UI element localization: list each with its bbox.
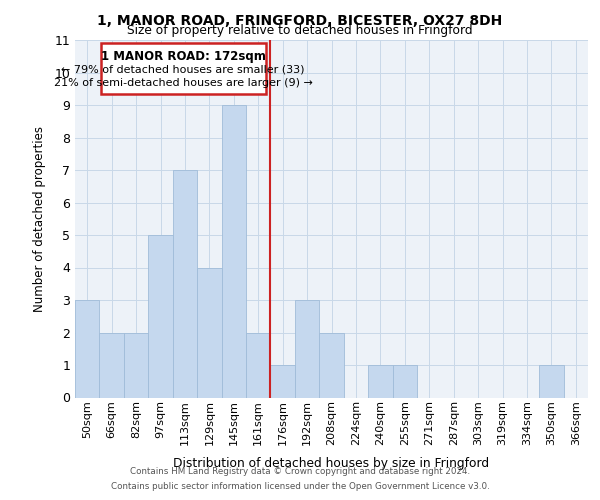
- Bar: [75, 300, 100, 398]
- Y-axis label: Number of detached properties: Number of detached properties: [33, 126, 46, 312]
- Bar: [197, 268, 221, 398]
- Bar: [221, 105, 246, 398]
- Bar: [368, 365, 392, 398]
- X-axis label: Distribution of detached houses by size in Fringford: Distribution of detached houses by size …: [173, 456, 490, 469]
- Text: Size of property relative to detached houses in Fringford: Size of property relative to detached ho…: [127, 24, 473, 37]
- Bar: [100, 332, 124, 398]
- Bar: [539, 365, 563, 398]
- Bar: [295, 300, 319, 398]
- Text: Contains public sector information licensed under the Open Government Licence v3: Contains public sector information licen…: [110, 482, 490, 491]
- Text: 1 MANOR ROAD: 172sqm: 1 MANOR ROAD: 172sqm: [101, 50, 266, 64]
- Bar: [392, 365, 417, 398]
- Text: ← 79% of detached houses are smaller (33): ← 79% of detached houses are smaller (33…: [61, 64, 305, 74]
- Bar: [173, 170, 197, 398]
- Bar: [271, 365, 295, 398]
- Text: 1, MANOR ROAD, FRINGFORD, BICESTER, OX27 8DH: 1, MANOR ROAD, FRINGFORD, BICESTER, OX27…: [97, 14, 503, 28]
- Bar: [124, 332, 148, 398]
- Bar: [246, 332, 271, 398]
- Text: Contains HM Land Registry data © Crown copyright and database right 2024.: Contains HM Land Registry data © Crown c…: [130, 467, 470, 476]
- Bar: [148, 235, 173, 398]
- Text: 21% of semi-detached houses are larger (9) →: 21% of semi-detached houses are larger (…: [53, 78, 313, 88]
- Bar: [319, 332, 344, 398]
- FancyBboxPatch shape: [101, 44, 266, 94]
